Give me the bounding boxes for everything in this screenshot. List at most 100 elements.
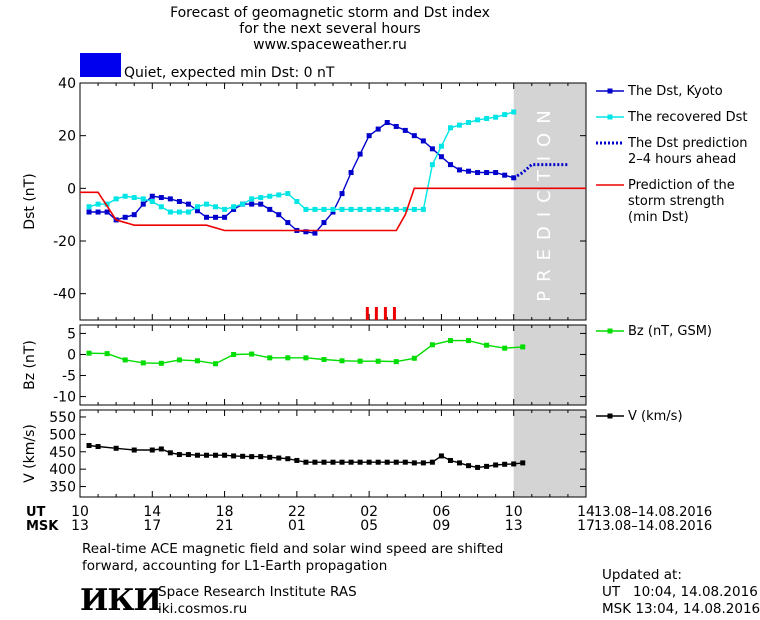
data-point	[185, 201, 191, 207]
legend-label: (min Dst)	[628, 210, 689, 225]
data-point	[258, 195, 264, 201]
y-axis-label: Bz (nT)	[22, 340, 38, 390]
data-point	[303, 459, 309, 465]
data-point	[131, 447, 137, 453]
data-point	[86, 350, 92, 356]
y-axis-label: V (km/s)	[22, 424, 38, 483]
data-point	[466, 463, 472, 469]
data-point	[366, 133, 372, 139]
ut-tick-label: 10	[505, 504, 523, 520]
plot-frame	[79, 409, 587, 498]
y-tick-label: 20	[58, 129, 76, 145]
y-tick-label: 40	[58, 76, 76, 92]
data-point	[294, 457, 300, 463]
data-point	[321, 220, 327, 226]
prediction-band	[513, 325, 586, 405]
data-point	[375, 206, 381, 212]
data-point	[520, 344, 526, 350]
data-point	[502, 345, 508, 351]
updated-msk: MSK 13:04, 14.08.2016	[602, 601, 760, 617]
footnote-line-1: Real-time ACE magnetic field and solar w…	[82, 541, 504, 557]
data-point	[366, 459, 372, 465]
ut-axis-label: UT	[26, 505, 46, 520]
institute-info: Space Research Institute RAS iki.cosmos.…	[158, 584, 357, 618]
data-point	[276, 212, 282, 218]
data-point	[493, 170, 499, 176]
ut-tick-label: 02	[360, 504, 378, 520]
data-point	[86, 442, 92, 448]
data-point	[339, 459, 345, 465]
footnote: Real-time ACE magnetic field and solar w…	[82, 541, 503, 575]
data-point	[429, 162, 435, 168]
ut-tick-label: 22	[288, 504, 306, 520]
updated-label: Updated at:	[602, 567, 682, 583]
msk-tick-label: 17	[577, 518, 595, 534]
data-point	[375, 358, 381, 364]
data-point	[466, 168, 472, 174]
data-point	[285, 220, 291, 226]
data-point	[167, 196, 173, 202]
ut-tick-label: 18	[216, 504, 234, 520]
y-tick-label: 500	[49, 427, 76, 443]
iki-logo: ИКИ	[80, 583, 162, 618]
data-point	[176, 209, 182, 215]
data-point	[231, 206, 237, 212]
data-point	[438, 154, 444, 160]
data-point	[95, 444, 101, 450]
data-point	[122, 357, 128, 363]
data-point	[429, 342, 435, 348]
data-point	[411, 355, 417, 361]
updated-info: Updated at: UT 10:04, 14.08.2016 MSK 13:…	[602, 567, 760, 618]
data-point	[321, 459, 327, 465]
data-point	[420, 206, 426, 212]
data-point	[185, 209, 191, 215]
data-point	[176, 357, 182, 363]
legend-label: The Dst prediction	[627, 136, 748, 151]
ut-tick-label: 14	[577, 504, 595, 520]
data-point	[511, 109, 517, 115]
footnote-line-2: forward, accounting for L1-Earth propaga…	[82, 558, 388, 574]
plot-frame	[79, 82, 587, 321]
data-point	[502, 461, 508, 467]
data-point	[348, 206, 354, 212]
data-point	[194, 358, 200, 364]
data-point	[411, 206, 417, 212]
data-point	[348, 459, 354, 465]
msk-date-range: 13.08–14.08.2016	[594, 519, 712, 534]
legend-label: 2–4 hours ahead	[628, 152, 736, 167]
data-point	[420, 460, 426, 466]
data-point	[95, 201, 101, 207]
data-point	[113, 445, 119, 451]
data-point	[447, 162, 453, 168]
data-point	[375, 459, 381, 465]
data-point	[402, 127, 408, 133]
y-tick-label: -10	[53, 390, 76, 406]
msk-tick-label: 21	[216, 518, 234, 534]
series-line	[80, 187, 586, 232]
data-point	[457, 167, 462, 173]
data-point	[457, 460, 462, 466]
data-point	[213, 214, 219, 220]
data-point	[511, 461, 517, 467]
data-point	[321, 357, 327, 363]
data-point	[249, 351, 255, 357]
prediction-band	[513, 83, 586, 320]
data-point	[475, 117, 481, 123]
msk-tick-label: 01	[288, 518, 306, 534]
data-point	[447, 338, 453, 344]
data-point	[95, 209, 101, 215]
data-point	[438, 453, 444, 459]
data-point	[131, 195, 137, 201]
series-line	[89, 121, 514, 234]
data-point	[158, 446, 164, 452]
institute-url[interactable]: iki.cosmos.ru	[158, 601, 248, 617]
data-point	[357, 151, 363, 157]
legend-label: Prediction of the	[628, 178, 735, 193]
data-point	[194, 204, 200, 210]
plot-frame	[79, 324, 587, 406]
status-text: Quiet, expected min Dst: 0 nT	[124, 65, 335, 81]
data-point	[438, 143, 444, 149]
data-point	[420, 138, 426, 144]
